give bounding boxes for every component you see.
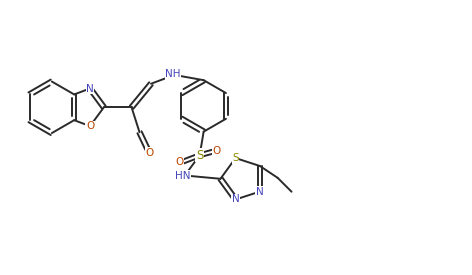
Text: NH: NH — [165, 70, 181, 79]
Text: N: N — [256, 186, 264, 197]
Text: O: O — [86, 121, 94, 131]
Text: O: O — [213, 146, 221, 156]
Text: O: O — [176, 157, 184, 167]
Text: N: N — [232, 194, 239, 205]
Text: S: S — [196, 149, 203, 162]
Text: O: O — [145, 148, 153, 158]
Text: N: N — [86, 84, 94, 94]
Text: HN: HN — [175, 171, 190, 181]
Text: S: S — [232, 153, 239, 163]
